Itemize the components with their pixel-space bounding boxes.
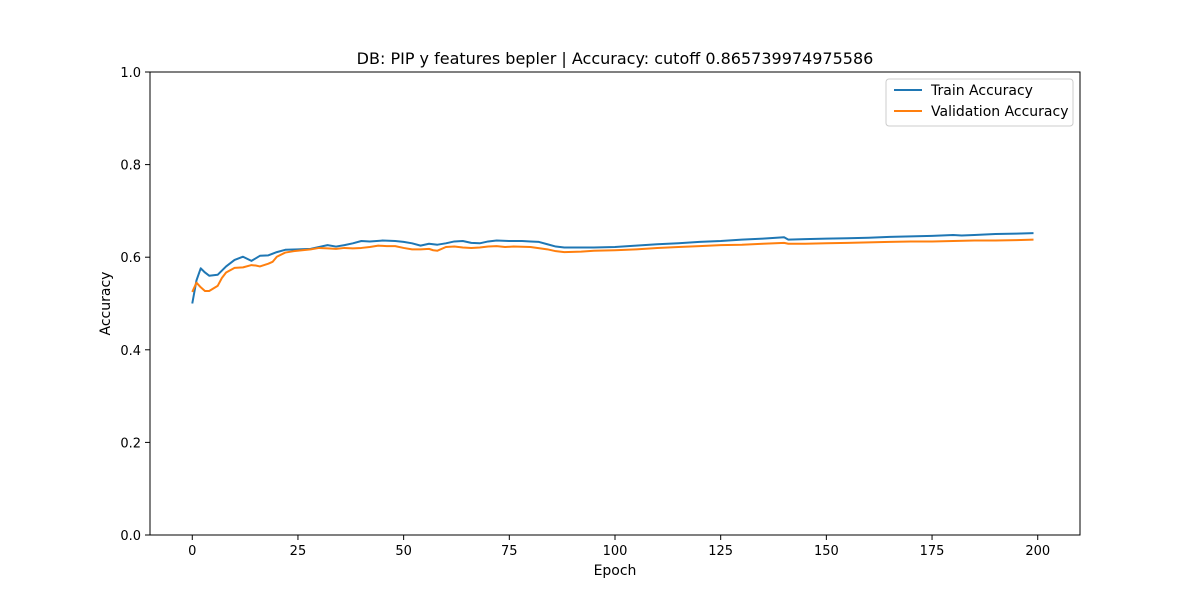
- x-axis-ticks: 0 25 50 75 100 125 150 175 200: [188, 535, 1050, 559]
- x-tick-label: 100: [603, 544, 628, 559]
- x-tick-label: 25: [290, 544, 307, 559]
- series-layer: [191, 232, 1034, 304]
- y-tick-label: 1.0: [120, 66, 141, 81]
- y-axis-ticks: 0.0 0.2 0.4 0.6 0.8 1.0: [120, 66, 150, 544]
- legend-label-train-accuracy: Train Accuracy: [930, 83, 1033, 99]
- chart-title: DB: PIP y features bepler | Accuracy: cu…: [357, 49, 874, 68]
- x-tick-label: 150: [814, 544, 839, 559]
- x-tick-label: 125: [708, 544, 733, 559]
- x-tick-label: 175: [920, 544, 945, 559]
- x-tick-label: 50: [395, 544, 412, 559]
- x-tick-label: 0: [188, 544, 196, 559]
- series-line-train-accuracy: [191, 232, 1034, 304]
- y-tick-label: 0.4: [120, 344, 141, 359]
- y-axis-label: Accuracy: [98, 272, 114, 336]
- y-tick-label: 0.0: [120, 529, 141, 544]
- x-tick-label: 75: [501, 544, 518, 559]
- x-axis-label: Epoch: [594, 563, 637, 579]
- x-tick-label: 200: [1025, 544, 1050, 559]
- y-tick-label: 0.6: [120, 251, 141, 266]
- y-tick-label: 0.8: [120, 159, 141, 174]
- series-line-validation-accuracy: [191, 238, 1034, 293]
- legend: Train Accuracy Validation Accuracy: [885, 78, 1074, 127]
- y-tick-label: 0.2: [120, 436, 141, 451]
- legend-label-validation-accuracy: Validation Accuracy: [931, 104, 1069, 120]
- legend-box: [885, 78, 1074, 127]
